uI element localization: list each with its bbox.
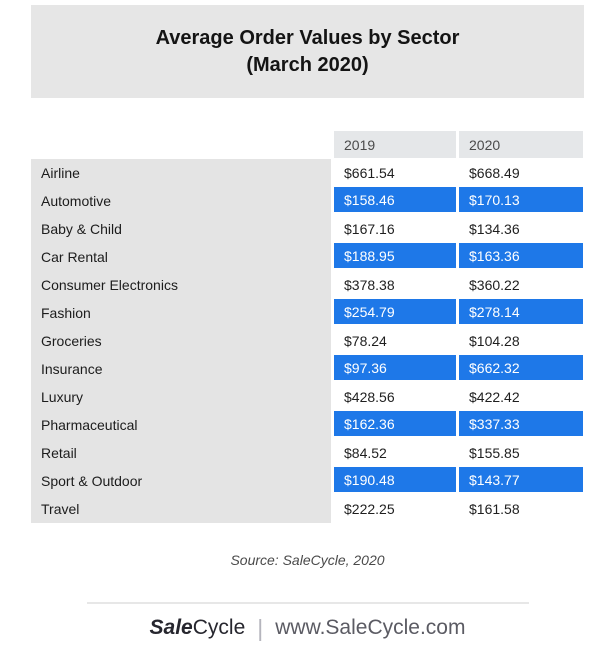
footer-divider [86,602,529,604]
table-row: Airline $661.54 $668.49 [31,159,583,187]
salecycle-url: www.SaleCycle.com [275,616,466,639]
value-2020-cell: $278.14 [459,299,583,327]
infographic-page: Average Order Values by Sector (March 20… [0,5,615,641]
value-2019-cell: $254.79 [334,299,456,327]
table-row: Pharmaceutical $162.36 $337.33 [31,411,583,439]
value-2019-cell: $84.52 [334,439,456,467]
chart-title-line2: (March 2020) [246,53,369,76]
value-2020-cell: $422.42 [459,383,583,411]
sector-cell: Travel [31,495,331,523]
sector-cell: Airline [31,159,331,187]
table-row: Consumer Electronics $378.38 $360.22 [31,271,583,299]
aov-table: 2019 2020 Airline $661.54 $668.49 Automo… [31,131,583,523]
chart-title-line1: Average Order Values by Sector [155,26,460,49]
value-2019-cell: $378.38 [334,271,456,299]
value-2019-cell: $78.24 [334,327,456,355]
value-2019-cell: $190.48 [334,467,456,495]
value-2019-cell: $97.36 [334,355,456,383]
value-2020-cell: $170.13 [459,187,583,215]
value-2019-cell: $661.54 [334,159,456,187]
value-2020-cell: $662.32 [459,355,583,383]
salecycle-logo-cycle: Cycle [192,616,246,639]
value-2020-cell: $668.49 [459,159,583,187]
value-2020-cell: $155.85 [459,439,583,467]
table-row: Insurance $97.36 $662.32 [31,355,583,383]
value-2019-cell: $222.25 [334,495,456,523]
table-row: Baby & Child $167.16 $134.36 [31,215,583,243]
title-box: Average Order Values by Sector (March 20… [31,5,584,98]
value-2020-cell: $360.22 [459,271,583,299]
table-row: Retail $84.52 $155.85 [31,439,583,467]
table-row: Car Rental $188.95 $163.36 [31,243,583,271]
sector-cell: Sport & Outdoor [31,467,331,495]
value-2020-cell: $163.36 [459,243,583,271]
sector-cell: Fashion [31,299,331,327]
value-2019-cell: $188.95 [334,243,456,271]
table-rows: Airline $661.54 $668.49 Automotive $158.… [31,159,583,523]
sector-cell: Automotive [31,187,331,215]
header-2019-cell: 2019 [334,131,456,158]
value-2019-cell: $162.36 [334,411,456,439]
sector-cell: Luxury [31,383,331,411]
salecycle-logo-sale: Sale [149,616,193,639]
source-note: Source: SaleCycle, 2020 [230,552,385,568]
table-row: Automotive $158.46 $170.13 [31,187,583,215]
table-row: Travel $222.25 $161.58 [31,495,583,523]
sector-cell: Car Rental [31,243,331,271]
table-row: Fashion $254.79 $278.14 [31,299,583,327]
sector-cell: Baby & Child [31,215,331,243]
sector-cell: Consumer Electronics [31,271,331,299]
sector-cell: Retail [31,439,331,467]
table-row: Sport & Outdoor $190.48 $143.77 [31,467,583,495]
value-2019-cell: $158.46 [334,187,456,215]
table-row: Luxury $428.56 $422.42 [31,383,583,411]
table-header-row: 2019 2020 [31,131,583,158]
sector-cell: Pharmaceutical [31,411,331,439]
sector-cell: Groceries [31,327,331,355]
value-2020-cell: $337.33 [459,411,583,439]
table-row: Groceries $78.24 $104.28 [31,327,583,355]
value-2020-cell: $143.77 [459,467,583,495]
footer-logo: Sale Cycle | www.SaleCycle.com [0,615,615,641]
header-sector-cell [31,131,331,158]
value-2020-cell: $104.28 [459,327,583,355]
sector-cell: Insurance [31,355,331,383]
logo-pipe-divider: | [257,615,264,641]
value-2019-cell: $428.56 [334,383,456,411]
value-2020-cell: $134.36 [459,215,583,243]
value-2020-cell: $161.58 [459,495,583,523]
value-2019-cell: $167.16 [334,215,456,243]
header-2020-cell: 2020 [459,131,583,158]
